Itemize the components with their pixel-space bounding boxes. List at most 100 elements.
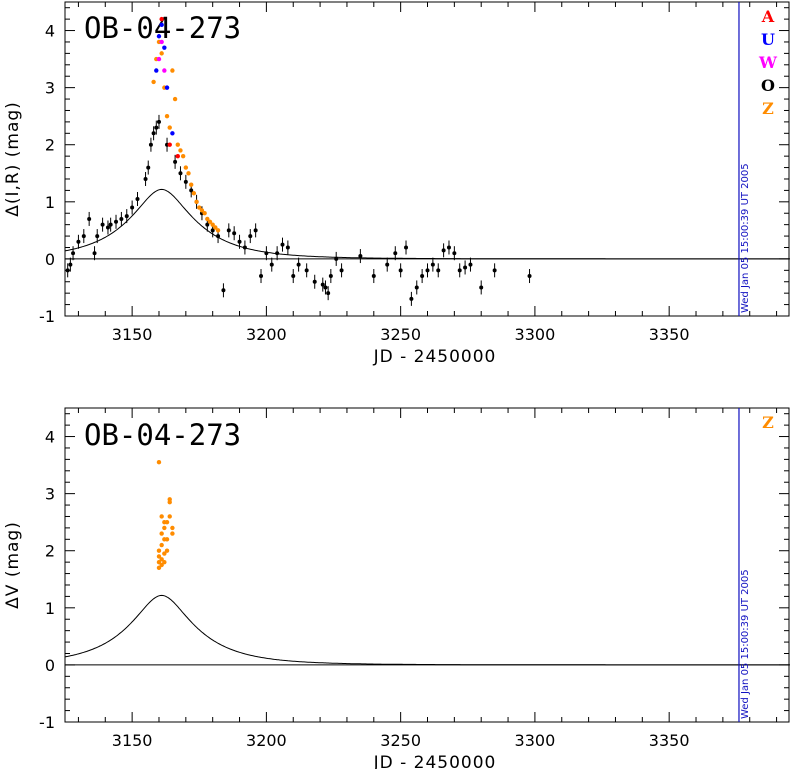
tick-group [65, 408, 789, 723]
data-point [170, 525, 175, 531]
data-point [159, 51, 164, 56]
series-A [159, 16, 180, 159]
data-point [441, 248, 446, 253]
data-point [159, 514, 164, 519]
data-point [216, 234, 221, 239]
data-point [446, 245, 451, 250]
tick-group [65, 2, 789, 317]
data-point [414, 285, 419, 290]
y-tick-label: 3 [45, 485, 55, 504]
data-point [162, 551, 167, 556]
data-point [463, 265, 468, 270]
data-point [328, 274, 333, 279]
data-point [162, 559, 167, 565]
data-point [159, 39, 164, 45]
timestamp-label: Wed Jan 05 15:00:39 UT 2005 [740, 163, 751, 313]
data-point [205, 216, 210, 222]
data-point [334, 256, 339, 261]
data-point [156, 559, 162, 565]
plot-frame [64, 407, 790, 723]
data-point [143, 176, 148, 181]
data-point [205, 222, 210, 227]
data-point [385, 262, 390, 267]
data-point [71, 251, 76, 256]
data-point [105, 225, 110, 230]
data-point [371, 274, 376, 279]
data-point [173, 159, 178, 164]
x-axis-label: JD - 2450000 [373, 347, 497, 367]
x-tick-label: 3300 [515, 325, 556, 344]
data-point [156, 460, 162, 465]
data-point [159, 542, 164, 548]
data-point [162, 525, 167, 531]
data-point [167, 125, 172, 130]
data-point [119, 216, 124, 221]
x-axis-label: JD - 2450000 [373, 753, 497, 769]
x-tick-label: 3250 [380, 325, 421, 344]
x-tick-label: 3150 [112, 731, 153, 750]
data-point [242, 245, 247, 250]
x-tick-label: 3150 [112, 325, 153, 344]
data-point [159, 531, 164, 536]
data-point [164, 85, 170, 90]
timestamp-label: Wed Jan 05 15:00:39 UT 2005 [740, 569, 751, 719]
data-point [178, 171, 183, 176]
data-point [180, 153, 186, 159]
data-point [199, 208, 205, 213]
data-point [492, 268, 497, 273]
data-point [189, 188, 194, 193]
data-point [154, 125, 159, 130]
data-point [207, 219, 213, 224]
y-tick-label: 4 [45, 428, 55, 447]
data-point [320, 282, 325, 287]
chart-title: OB-04-273 [84, 418, 241, 452]
data-point [170, 131, 175, 136]
data-point [248, 234, 253, 239]
chart-title: OB-04-273 [84, 11, 241, 45]
data-point [291, 274, 296, 279]
data-point [202, 211, 207, 216]
data-point [124, 214, 129, 219]
y-tick-label: -1 [39, 307, 55, 326]
data-point [527, 274, 532, 279]
data-point [172, 96, 178, 102]
data-point [430, 262, 435, 267]
data-point [189, 182, 194, 187]
data-point [393, 251, 398, 256]
data-point [213, 225, 218, 230]
x-tick-label: 3250 [380, 731, 421, 750]
data-point [186, 171, 191, 176]
data-point [164, 548, 170, 553]
legend-entry: Z [762, 99, 774, 118]
data-point [167, 142, 172, 147]
data-point [108, 222, 113, 227]
data-point [232, 231, 237, 236]
data-point [164, 537, 170, 542]
data-point [159, 22, 164, 28]
y-tick-label: 2 [45, 542, 55, 561]
data-point [162, 68, 167, 73]
panel-1: 3150 3200 3250 3300 3350 -1 0 1 2 3 4 JD - 2450000 Δ… [3, 1, 790, 367]
y-tick-label: 0 [45, 250, 55, 269]
data-point [197, 205, 202, 210]
y-tick-label: 0 [45, 656, 55, 675]
data-point [159, 16, 164, 22]
panel-2: 3150 3200 3250 3300 3350 -1 0 1 2 3 4 JD - 2450000 Δ… [3, 407, 790, 769]
data-point [275, 251, 280, 256]
x-tick-label: 3200 [246, 325, 287, 344]
model-curve [64, 188, 790, 260]
data-point [156, 56, 162, 62]
y-tick-label: 1 [45, 599, 55, 618]
data-point [154, 68, 159, 73]
data-point [194, 199, 199, 205]
data-point [285, 245, 290, 250]
data-point [323, 285, 328, 290]
data-point [175, 142, 180, 147]
data-point [468, 262, 473, 267]
data-point [135, 196, 140, 201]
data-point [68, 262, 73, 267]
legend-entry: W [758, 53, 778, 72]
data-point [425, 268, 430, 273]
data-point [156, 34, 162, 39]
